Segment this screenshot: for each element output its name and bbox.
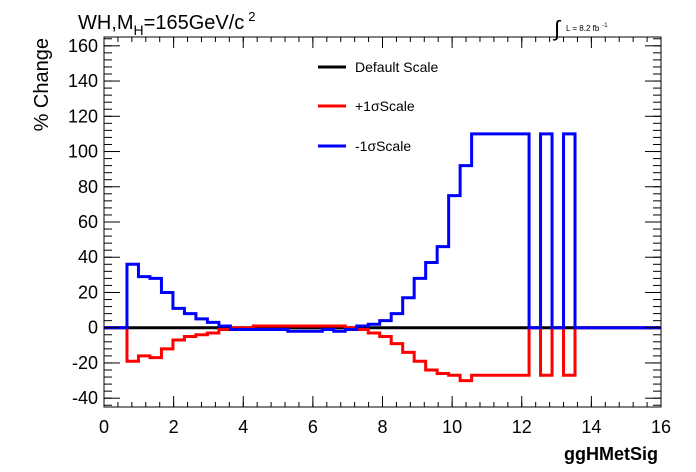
x-tick-label: 6 xyxy=(308,417,318,437)
title-superscript: 2 xyxy=(248,9,255,24)
legend-label: Default Scale xyxy=(355,59,438,75)
legend-label: -1σScale xyxy=(355,138,411,154)
series-line-plus1-scale xyxy=(104,324,661,383)
lumi-label: L = 8.2 fb -1 xyxy=(566,23,608,33)
y-tick-label: 20 xyxy=(78,282,98,302)
x-axis-title: ggHMetSig xyxy=(564,444,658,464)
y-tick-label: -40 xyxy=(72,388,98,408)
legend: Default Scale +1σScale -1σScale xyxy=(318,59,438,154)
title-prefix: WH,M xyxy=(78,12,134,34)
lumi-text: L = 8.2 fb xyxy=(566,24,600,33)
lumi-integral: ∫ xyxy=(552,16,562,41)
x-tick-label: 8 xyxy=(377,417,387,437)
y-tick-label: 140 xyxy=(68,71,98,91)
y-tick-label: 40 xyxy=(78,247,98,267)
y-axis-title: % Change xyxy=(31,38,53,131)
y-tick-label: 0 xyxy=(88,318,98,338)
chart-title: WH,MH=165GeV/c 2 xyxy=(78,9,256,38)
y-tick-label: 80 xyxy=(78,177,98,197)
x-tick-label: 2 xyxy=(169,417,179,437)
y-tick-label: -20 xyxy=(72,353,98,373)
title-mid: =165GeV/c xyxy=(144,12,245,34)
x-tick-label: 14 xyxy=(581,417,601,437)
title-subscript: H xyxy=(134,22,144,38)
axis-layer: 0 2 4 6 8 10 12 14 16 -40 -20 0 20 40 60 80 100 120 140 160 xyxy=(68,36,671,437)
y-tick-label: 120 xyxy=(68,106,98,126)
plot-frame xyxy=(103,36,662,408)
x-tick-label: 16 xyxy=(651,417,671,437)
x-tick-label: 10 xyxy=(442,417,462,437)
y-tick-label: 60 xyxy=(78,212,98,232)
y-tick-label: 100 xyxy=(68,142,98,162)
y-tick-label: 160 xyxy=(68,36,98,56)
series-layer xyxy=(104,132,661,383)
series-line-minus1-scale xyxy=(104,132,661,333)
x-tick-label: 0 xyxy=(99,417,109,437)
lumi-superscript: -1 xyxy=(602,23,608,29)
x-tick-label: 12 xyxy=(512,417,532,437)
legend-label: +1σScale xyxy=(355,98,415,114)
x-tick-label: 4 xyxy=(238,417,248,437)
